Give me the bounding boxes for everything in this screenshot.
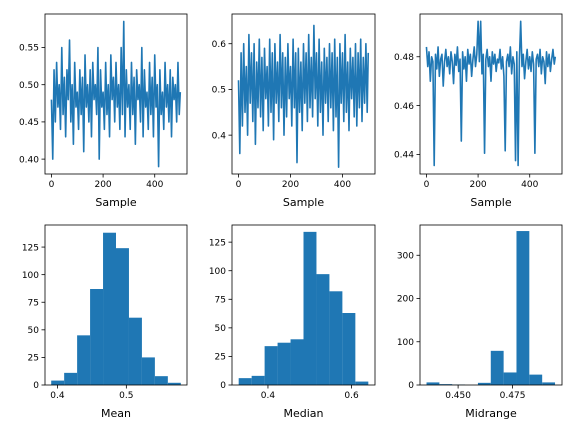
- x-tick-label: 0.475: [500, 391, 526, 401]
- x-tick-label: 0: [49, 180, 55, 190]
- histogram-bar-2: [439, 384, 453, 385]
- x-axis-label: Sample: [283, 196, 324, 209]
- plot-area: [51, 232, 181, 385]
- y-tick-label: 125: [209, 238, 226, 248]
- y-tick-label: 0: [33, 381, 39, 391]
- y-tick-label: 0.45: [19, 118, 39, 128]
- y-tick-label: 25: [215, 353, 226, 363]
- series-line-1: [237, 24, 370, 168]
- x-tick-label: 0: [236, 180, 242, 190]
- histogram-bar-6: [490, 350, 504, 385]
- histogram-bar-9: [154, 376, 168, 385]
- y-tick-label: 0: [408, 381, 414, 391]
- histogram-bar-1: [51, 380, 65, 385]
- plot-area: [426, 231, 556, 385]
- histogram-bar-9: [529, 374, 543, 385]
- y-tick-label: 100: [209, 267, 226, 277]
- y-tick-label: 200: [397, 295, 414, 305]
- subplot-5: 0.4 0.6 0 25 50 75 100 125 Median: [209, 224, 376, 420]
- y-tick-label: 0.5: [212, 86, 226, 96]
- y-tick-label: 0.55: [19, 44, 39, 54]
- histogram-bar-6: [303, 231, 317, 385]
- histogram-bar-10: [542, 382, 556, 385]
- plot-area: [237, 24, 370, 168]
- y-tick-label: 50: [28, 326, 40, 336]
- histogram-bar-3: [77, 335, 91, 385]
- series-line-1: [425, 20, 557, 167]
- axes-frame: [231, 224, 376, 386]
- histogram-bar-5: [103, 232, 116, 385]
- histogram-bar-4: [90, 289, 104, 385]
- x-axis-label: Median: [283, 407, 323, 420]
- axes-frame: [231, 13, 376, 175]
- histogram-bar-8: [516, 231, 530, 385]
- y-tick-label: 25: [28, 354, 39, 364]
- x-tick-label: 0.4: [50, 391, 65, 401]
- subplot-3: 0 200 400 0.44 0.46 0.48 Sample: [394, 13, 563, 209]
- y-tick-label: 125: [22, 243, 39, 253]
- plot-area: [50, 20, 182, 168]
- x-tick-label: 200: [94, 180, 111, 190]
- x-tick-label: 0.4: [261, 391, 276, 401]
- histogram-bar-5: [290, 339, 304, 385]
- histogram-bar-4: [277, 342, 291, 385]
- y-tick-label: 0.46: [394, 102, 414, 112]
- axes-frame: [44, 224, 188, 386]
- y-tick-label: 100: [397, 338, 414, 348]
- y-tick-label: 50: [215, 324, 227, 334]
- x-tick-label: 400: [146, 180, 163, 190]
- x-axis-label: Sample: [95, 196, 136, 209]
- subplot-1: 0 200 400 0.40 0.45 0.50 0.55 Sample: [19, 13, 188, 209]
- y-tick-label: 0.50: [19, 81, 39, 91]
- axes-frame: [44, 13, 188, 175]
- subplot-4: 0.4 0.5 0 25 50 75 100 125 Mean: [22, 224, 188, 420]
- axes-frame: [419, 224, 563, 386]
- x-axis-label: Midrange: [465, 407, 517, 420]
- y-tick-label: 75: [28, 298, 39, 308]
- x-tick-label: 200: [469, 180, 486, 190]
- histogram-bar-9: [342, 313, 356, 385]
- axes-frame: [419, 13, 563, 175]
- histogram-bar-5: [477, 382, 491, 385]
- histogram-bar-7: [503, 372, 517, 385]
- histogram-bar-3: [264, 346, 278, 385]
- x-tick-label: 0: [424, 180, 430, 190]
- y-tick-label: 75: [215, 295, 226, 305]
- x-tick-label: 0.5: [119, 391, 133, 401]
- y-tick-label: 0.48: [394, 53, 414, 63]
- y-tick-label: 300: [397, 251, 414, 261]
- x-axis-label: Mean: [101, 407, 131, 420]
- y-tick-label: 0.4: [212, 131, 227, 141]
- subplot-6: 0.450 0.475 0 100 200 300 Midrange: [397, 224, 563, 420]
- x-axis-label: Sample: [470, 196, 511, 209]
- y-tick-label: 0.6: [212, 40, 227, 50]
- y-tick-label: 0.40: [19, 155, 39, 165]
- x-tick-label: 400: [334, 180, 351, 190]
- histogram-bar-7: [316, 274, 330, 385]
- histogram-bar-8: [329, 291, 343, 385]
- plot-area: [425, 20, 557, 167]
- histogram-bar-10: [355, 381, 369, 385]
- histogram-bar-2: [251, 375, 265, 385]
- histogram-bar-8: [141, 357, 155, 385]
- y-tick-label: 100: [22, 271, 39, 281]
- y-tick-label: 0.44: [394, 151, 414, 161]
- histogram-bar-6: [116, 248, 129, 385]
- histogram-bar-2: [64, 372, 78, 385]
- histogram-bar-1: [426, 382, 440, 385]
- plot-area: [238, 231, 369, 385]
- histogram-bar-1: [238, 378, 252, 385]
- x-tick-label: 0.6: [344, 391, 359, 401]
- x-tick-label: 0.450: [445, 391, 471, 401]
- x-tick-label: 200: [282, 180, 299, 190]
- y-tick-label: 0: [220, 381, 226, 391]
- subplot-2: 0 200 400 0.4 0.5 0.6 Sample: [212, 13, 376, 209]
- histogram-bar-10: [167, 382, 181, 385]
- histogram-bar-7: [128, 317, 142, 385]
- series-line-1: [50, 20, 182, 168]
- x-tick-label: 400: [521, 180, 538, 190]
